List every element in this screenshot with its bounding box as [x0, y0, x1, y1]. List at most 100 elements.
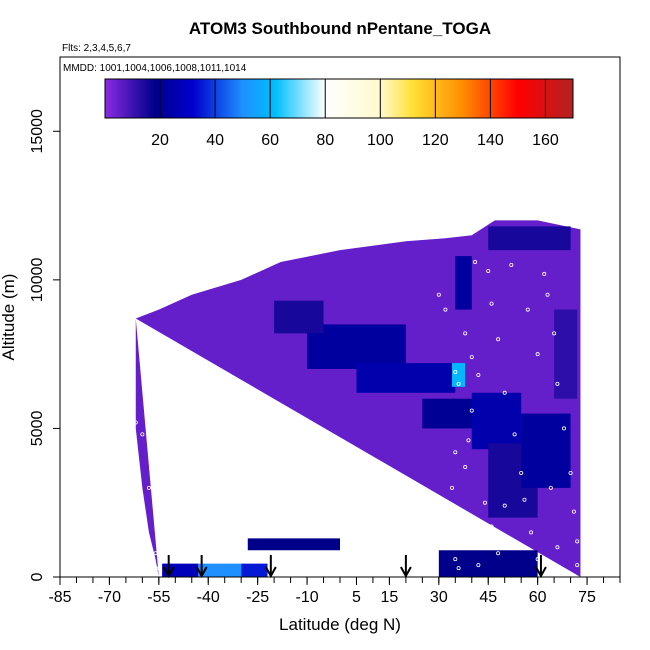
colorbar-tick-label: 100 [367, 132, 394, 149]
data-cell [438, 550, 538, 577]
sample-point [562, 426, 567, 431]
data-cell [488, 226, 571, 251]
sample-point [133, 420, 138, 425]
sample-point [449, 485, 454, 490]
data-cell [452, 363, 466, 387]
y-axis-label: Altitude (m) [0, 274, 18, 361]
sample-point [146, 485, 151, 490]
sample-point [545, 292, 550, 297]
sample-point [529, 530, 534, 535]
y-tick-label: 10000 [29, 258, 46, 303]
sample-point [555, 545, 560, 550]
colorbar-tick-label: 20 [151, 132, 169, 149]
sample-point [453, 450, 458, 455]
sample-point [463, 465, 468, 470]
x-tick-label: 5 [352, 589, 361, 606]
sample-point [265, 557, 270, 562]
flight-markers [162, 555, 547, 579]
sample-point [568, 470, 573, 475]
data-cell [521, 413, 571, 488]
sample-point [443, 307, 448, 312]
data-cell [356, 363, 456, 393]
colorbar-tick-label: 80 [316, 132, 334, 149]
sample-point [456, 381, 461, 386]
sample-point [153, 551, 158, 556]
sample-point [519, 470, 524, 475]
sample-point [512, 432, 517, 437]
sample-point [482, 500, 487, 505]
colorbar-scale [104, 78, 574, 119]
sample-point [535, 352, 540, 357]
plot-area [133, 220, 581, 577]
x-tick-label: 30 [430, 589, 448, 606]
sample-point [453, 515, 458, 520]
y-tick-label: 15000 [29, 109, 46, 154]
data-cell [554, 309, 578, 399]
sample-point [535, 557, 540, 562]
sample-point [522, 497, 527, 502]
data-cell [198, 563, 242, 577]
x-tick-label: 75 [578, 589, 596, 606]
colorbar-tick-label: 140 [477, 132, 504, 149]
sample-point [555, 381, 560, 386]
colorbar: 20 40 60 80 100 120 140 160 [104, 78, 574, 149]
sample-point [575, 539, 580, 544]
data-cell [455, 256, 472, 310]
sample-point [469, 408, 474, 413]
sample-point [575, 563, 580, 568]
sample-point [473, 260, 478, 265]
sample-point [453, 369, 458, 374]
sample-point [525, 307, 530, 312]
chart-title: ATOM3 Southbound nPentane_TOGA [189, 19, 491, 38]
sample-point [571, 509, 576, 514]
x-tick-label: -10 [295, 589, 318, 606]
colorbar-tick-label: 40 [206, 132, 224, 149]
x-tick-label: -70 [98, 589, 121, 606]
x-tick-label: 15 [381, 589, 399, 606]
sample-point [502, 390, 507, 395]
sample-point [476, 563, 481, 568]
sample-point [489, 301, 494, 306]
x-tick-label: 60 [529, 589, 547, 606]
data-cell [247, 538, 340, 551]
sample-point [156, 566, 161, 571]
sample-point [489, 524, 494, 529]
sample-point [548, 485, 553, 490]
sample-point [466, 438, 471, 443]
sample-point [552, 331, 557, 336]
x-tick-label: -40 [197, 589, 220, 606]
sample-point [463, 331, 468, 336]
x-tick-label: -25 [246, 589, 269, 606]
sample-point [486, 268, 491, 273]
y-tick-label: 5000 [29, 411, 46, 447]
y-axis: 0 5000 10000 15000 [29, 109, 60, 581]
dates-note: MMDD: 1001,1004,1006,1008,1011,1014 [63, 63, 247, 74]
x-tick-label: -85 [48, 589, 71, 606]
flight-marker-arrow [195, 566, 208, 579]
flights-note: Flts: 2,3,4,5,6,7 [62, 43, 131, 54]
sample-point [265, 518, 270, 523]
flight-marker-arrow [400, 566, 412, 579]
data-cell [471, 392, 522, 450]
y-tick-label: 0 [29, 572, 46, 581]
flight-marker-arrow [535, 566, 547, 579]
sample-point [496, 337, 501, 342]
sample-point [476, 372, 481, 377]
flight-marker-arrow [264, 566, 277, 579]
sample-point [140, 432, 145, 437]
data-cell [274, 300, 324, 334]
sample-point [542, 271, 547, 276]
sample-point [496, 551, 501, 556]
x-axis-label: Latitude (deg N) [279, 615, 401, 634]
colorbar-tick-label: 60 [261, 132, 279, 149]
sample-point [509, 262, 514, 267]
sample-point [502, 503, 507, 508]
colorbar-tick-label: 120 [422, 132, 449, 149]
x-tick-label: 45 [479, 589, 497, 606]
sample-point [469, 355, 474, 360]
sample-point [449, 539, 454, 544]
sample-point [453, 557, 458, 562]
x-axis: -85 -70 -55 -40 -25 -10 5 15 30 45 60 75 [48, 577, 621, 606]
sample-point [436, 292, 441, 297]
